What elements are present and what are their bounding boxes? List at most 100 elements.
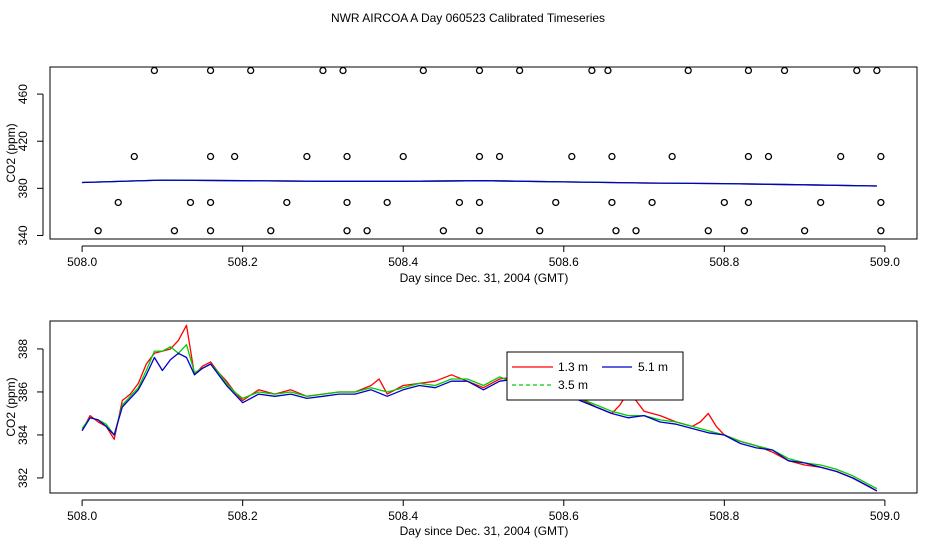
plot-frame-bottom <box>49 320 918 494</box>
data-point <box>817 198 825 207</box>
y-axis-bottom: 382 384 386 388 <box>16 339 44 488</box>
data-point <box>877 152 885 161</box>
data-point <box>720 198 728 207</box>
series-line-1-3-m-bottom <box>81 324 878 492</box>
data-point <box>339 66 347 75</box>
series-group-bottom <box>81 324 878 492</box>
data-point <box>319 66 327 75</box>
x-axis-bottom: 508.0 508.2 508.4 508.6 508.8 509.0 <box>67 499 900 523</box>
data-point <box>740 227 749 235</box>
y-tick-label-bottom: 388 <box>16 339 30 359</box>
y-tick-label-top: 420 <box>16 131 30 151</box>
points-group-top <box>94 66 885 235</box>
legend-label-3-5m: 3.5 m <box>558 378 588 392</box>
data-point <box>363 227 371 235</box>
data-point <box>668 152 676 161</box>
x-tick-label-bottom: 508.2 <box>228 509 258 523</box>
x-tick-label-top: 508.0 <box>67 255 97 269</box>
data-point <box>648 198 656 207</box>
data-point <box>704 227 712 235</box>
data-point <box>343 198 351 207</box>
x-tick-label-bottom: 508.6 <box>549 509 579 523</box>
data-point <box>612 227 620 235</box>
y-tick-label-top: 380 <box>16 178 30 198</box>
data-point <box>475 66 484 75</box>
data-point <box>604 66 612 75</box>
data-point <box>873 66 881 75</box>
x-tick-label-top: 508.4 <box>388 255 418 269</box>
legend: 1.3 m 5.1 m 3.5 m <box>506 351 684 401</box>
data-point <box>247 66 255 75</box>
data-point <box>536 227 544 235</box>
data-point <box>114 198 122 207</box>
data-point <box>206 198 215 207</box>
data-point <box>283 198 291 207</box>
x-tick-label-bottom: 508.8 <box>709 509 739 523</box>
data-point <box>800 227 809 235</box>
data-point <box>230 152 239 161</box>
data-point <box>764 152 773 161</box>
data-point <box>475 152 484 161</box>
x-tick-label-bottom: 508.0 <box>67 509 97 523</box>
y-axis-label-top: CO2 (ppm) <box>4 123 18 182</box>
data-point <box>568 152 576 161</box>
x-tick-label-top: 508.6 <box>549 255 579 269</box>
data-point <box>837 152 845 161</box>
data-point <box>515 66 524 75</box>
data-point <box>419 66 427 75</box>
data-point <box>495 152 504 161</box>
data-point <box>186 198 195 207</box>
y-axis-label-bottom: CO2 (ppm) <box>4 377 18 436</box>
panel-line: 508.0 508.2 508.4 508.6 508.8 509.0 382 384 386… <box>4 320 918 538</box>
data-point <box>780 66 789 75</box>
plot-frame-top <box>49 66 918 240</box>
series-line-3-5-m-bottom <box>81 344 878 490</box>
data-point <box>383 198 391 207</box>
y-axis-top: 340 380 420 460 <box>16 84 44 245</box>
y-tick-label-bottom: 384 <box>16 425 30 445</box>
legend-label-5-1m: 5.1 m <box>638 360 668 374</box>
legend-label-1-3m: 1.3 m <box>558 360 588 374</box>
y-tick-label-top: 460 <box>16 84 30 104</box>
data-point <box>608 198 616 207</box>
data-point <box>744 66 753 75</box>
data-point <box>552 198 560 207</box>
x-tick-label-top: 508.2 <box>228 255 258 269</box>
data-point <box>94 227 102 235</box>
series-line-5-1-m-top <box>82 179 877 187</box>
x-tick-label-bottom: 509.0 <box>870 509 900 523</box>
data-point <box>130 152 138 161</box>
data-point <box>267 227 275 235</box>
data-point <box>206 227 215 235</box>
data-point <box>475 198 484 207</box>
data-point <box>475 227 484 235</box>
data-point <box>170 227 179 235</box>
legend-box <box>506 351 684 401</box>
series-group-top <box>82 179 877 187</box>
data-point <box>744 198 753 207</box>
data-point <box>206 152 215 161</box>
data-point <box>853 66 861 75</box>
x-axis-label-top: Day since Dec. 31, 2004 (GMT) <box>400 271 569 285</box>
y-tick-label-bottom: 382 <box>16 468 30 488</box>
data-point <box>588 66 596 75</box>
data-point <box>632 227 640 235</box>
data-point <box>877 198 885 207</box>
data-point <box>343 227 351 235</box>
x-axis-top: 508.0 508.2 508.4 508.6 508.8 509.0 <box>67 245 900 269</box>
x-tick-label-top: 508.8 <box>709 255 739 269</box>
data-point <box>150 66 159 75</box>
x-axis-label-bottom: Day since Dec. 31, 2004 (GMT) <box>400 524 569 538</box>
data-point <box>343 152 351 161</box>
data-point <box>877 227 885 235</box>
y-tick-label-bottom: 386 <box>16 382 30 402</box>
series-line-5-1-m-bottom <box>81 352 878 492</box>
y-tick-label-top: 340 <box>16 225 30 245</box>
data-point <box>303 152 311 161</box>
data-point <box>439 227 448 235</box>
x-tick-label-top: 509.0 <box>870 255 900 269</box>
data-point <box>684 66 692 75</box>
panel-scatter: 508.0 508.2 508.4 508.6 508.8 509.0 340 380 420… <box>4 66 918 285</box>
data-point <box>206 66 215 75</box>
